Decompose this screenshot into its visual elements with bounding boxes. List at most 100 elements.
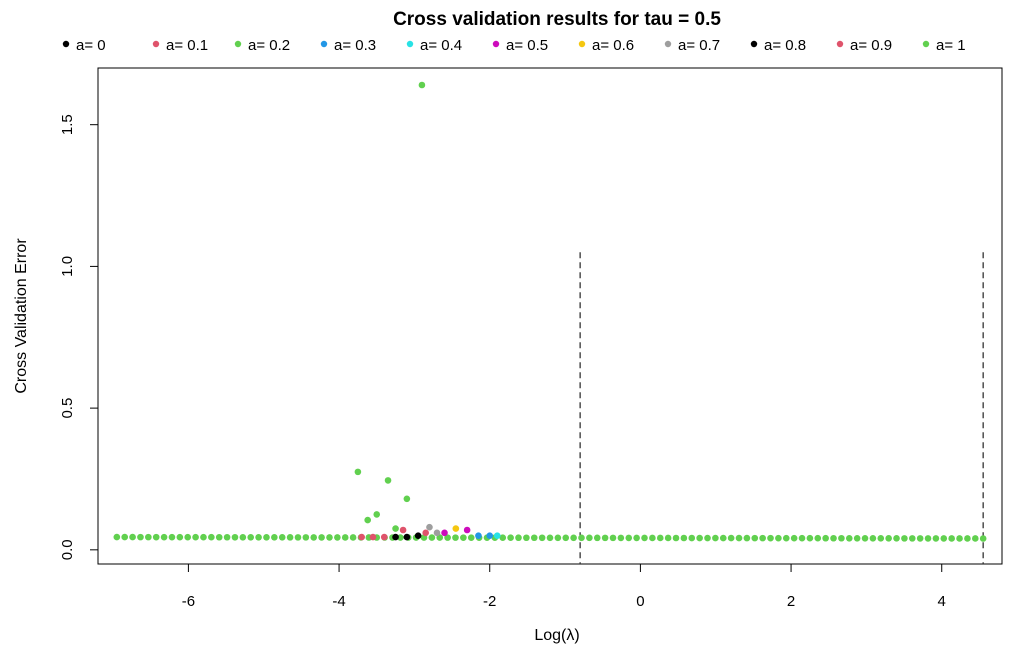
data-point: [822, 534, 829, 542]
data-point: [578, 534, 585, 542]
data-point: [463, 526, 471, 534]
data-point: [200, 533, 207, 541]
data-point: [145, 533, 152, 541]
data-point: [530, 534, 538, 542]
y-tick-label: 0.5: [59, 398, 76, 419]
data-point: [215, 533, 223, 541]
data-point: [680, 534, 688, 542]
data-point: [727, 534, 735, 542]
legend-label: a= 0.8: [764, 37, 806, 54]
data-point: [814, 534, 822, 542]
data-point: [664, 534, 672, 542]
data-point: [601, 534, 609, 542]
data-point: [845, 534, 853, 542]
data-point: [231, 533, 239, 541]
data-point: [223, 533, 231, 541]
data-point: [403, 533, 411, 541]
data-point: [452, 525, 460, 532]
data-point: [392, 533, 399, 541]
data-point: [326, 534, 333, 541]
data-point: [562, 534, 570, 542]
x-tick-label: -2: [483, 593, 496, 610]
data-point: [310, 534, 318, 541]
data-point: [838, 534, 845, 542]
data-point: [428, 534, 436, 541]
x-tick-label: -4: [332, 593, 345, 610]
legend-label: a= 0.9: [850, 37, 892, 54]
data-point: [452, 534, 459, 541]
legend-marker: [922, 40, 930, 48]
data-point: [278, 534, 286, 541]
legend-marker: [62, 40, 70, 48]
data-point: [247, 533, 255, 541]
data-point: [184, 533, 192, 541]
data-point: [255, 534, 262, 541]
data-point: [546, 534, 554, 542]
data-point: [932, 535, 940, 542]
x-axis-label: Log(λ): [534, 627, 579, 644]
data-point: [790, 534, 798, 542]
data-point: [294, 534, 302, 541]
data-point: [460, 534, 467, 541]
data-point: [137, 533, 144, 541]
data-point: [593, 534, 601, 542]
data-point: [507, 534, 514, 542]
y-axis: 0.0 0.5 1.0 1.5: [59, 114, 98, 560]
data-point: [493, 532, 501, 539]
data-point: [625, 534, 633, 542]
data-point: [901, 535, 908, 542]
data-point: [475, 532, 482, 539]
legend-label: a= 0.3: [334, 37, 376, 54]
legend-label: a= 0.4: [420, 37, 462, 54]
x-tick-label: -6: [182, 593, 195, 610]
legend-label: a= 1: [936, 37, 966, 54]
data-point: [759, 534, 766, 542]
y-tick-label: 1.0: [59, 256, 76, 277]
legend-marker: [836, 40, 844, 48]
data-point: [554, 534, 562, 542]
data-point: [358, 533, 365, 541]
legend-label: a= 0.5: [506, 37, 548, 54]
data-point: [861, 534, 869, 542]
data-point: [782, 534, 790, 542]
data-point: [399, 526, 407, 534]
data-point: [418, 81, 426, 89]
data-point: [486, 532, 494, 539]
data-point: [380, 533, 388, 541]
data-point: [743, 534, 751, 542]
y-tick-label: 1.5: [59, 114, 76, 135]
plot-area-border: [97, 67, 1003, 565]
data-point: [302, 534, 310, 541]
legend-label: a= 0.6: [592, 37, 634, 54]
data-point: [924, 535, 932, 542]
data-point: [719, 534, 727, 542]
x-tick-label: 0: [636, 593, 644, 610]
data-point: [877, 535, 885, 542]
legend: a= 0 a= 0.1 a= 0.2 a= 0.3 a= 0.4 a= 0.5 a= 0.6…: [62, 37, 966, 54]
data-point: [885, 535, 892, 542]
legend-label: a= 0.1: [166, 37, 208, 54]
data-point: [121, 533, 129, 541]
data-point: [617, 534, 625, 542]
data-point: [436, 534, 444, 541]
legend-label: a= 0.7: [678, 37, 720, 54]
data-point: [129, 533, 136, 541]
data-point: [286, 534, 294, 541]
data-point: [633, 534, 640, 542]
data-point: [916, 535, 924, 542]
x-tick-label: 4: [938, 593, 946, 610]
legend-label: a= 0: [76, 37, 106, 54]
data-point: [354, 468, 362, 476]
data-point: [364, 516, 371, 524]
data-point: [538, 534, 546, 542]
data-point: [414, 532, 422, 539]
data-point: [441, 529, 448, 537]
data-point: [649, 534, 656, 542]
data-point: [767, 534, 774, 542]
data-point: [893, 535, 900, 542]
data-point: [672, 534, 680, 542]
legend-marker: [578, 40, 586, 48]
data-point: [392, 525, 399, 532]
data-point: [696, 534, 703, 542]
